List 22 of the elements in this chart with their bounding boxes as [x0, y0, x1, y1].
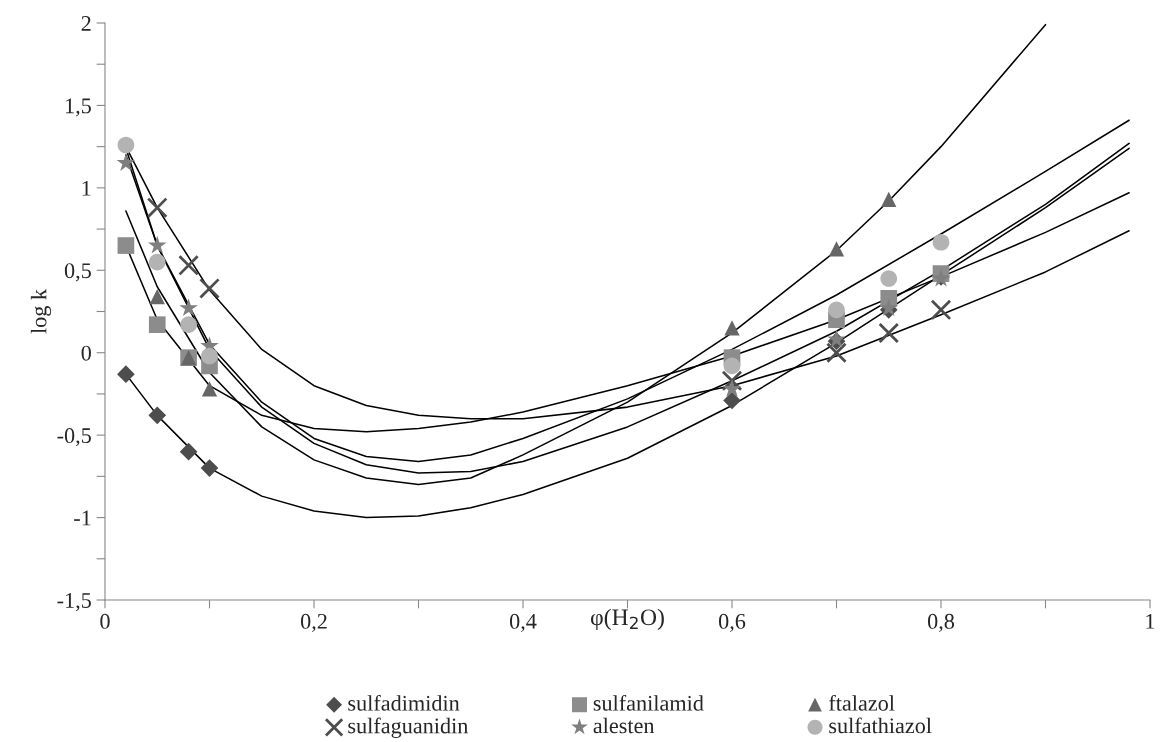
legend-label: sulfadimidin	[348, 694, 460, 711]
legend-label: sulfaguanidin	[348, 717, 469, 738]
y-tick-label: -1	[74, 510, 91, 526]
x-tick-label: 0	[100, 613, 110, 629]
x-tick-label: 0,4	[509, 613, 537, 633]
legend-label: alesten	[593, 717, 655, 734]
x-tick-label: 0,8	[927, 613, 955, 633]
y-tick-label: 0	[81, 345, 91, 361]
legend-label: sulfanilamid	[593, 694, 704, 711]
y-axis-title: log k	[30, 288, 52, 334]
y-tick-label: -1,5	[57, 593, 91, 612]
x-axis-title: φ(H$_{2}$O)	[590, 608, 664, 631]
legend-label: ftalazol	[829, 694, 895, 711]
legend-label: sulfathiazol	[829, 717, 932, 734]
y-tick-label: -0,5	[57, 428, 91, 447]
y-tick-label: 2	[81, 15, 91, 31]
x-tick-label: 0,2	[300, 613, 327, 633]
y-tick-label: 1,5	[65, 98, 91, 117]
x-tick-label: 0,6	[718, 613, 746, 633]
y-tick-label: 1	[82, 180, 91, 196]
x-tick-label: 1	[1146, 613, 1155, 629]
y-tick-label: 0,5	[64, 263, 91, 282]
